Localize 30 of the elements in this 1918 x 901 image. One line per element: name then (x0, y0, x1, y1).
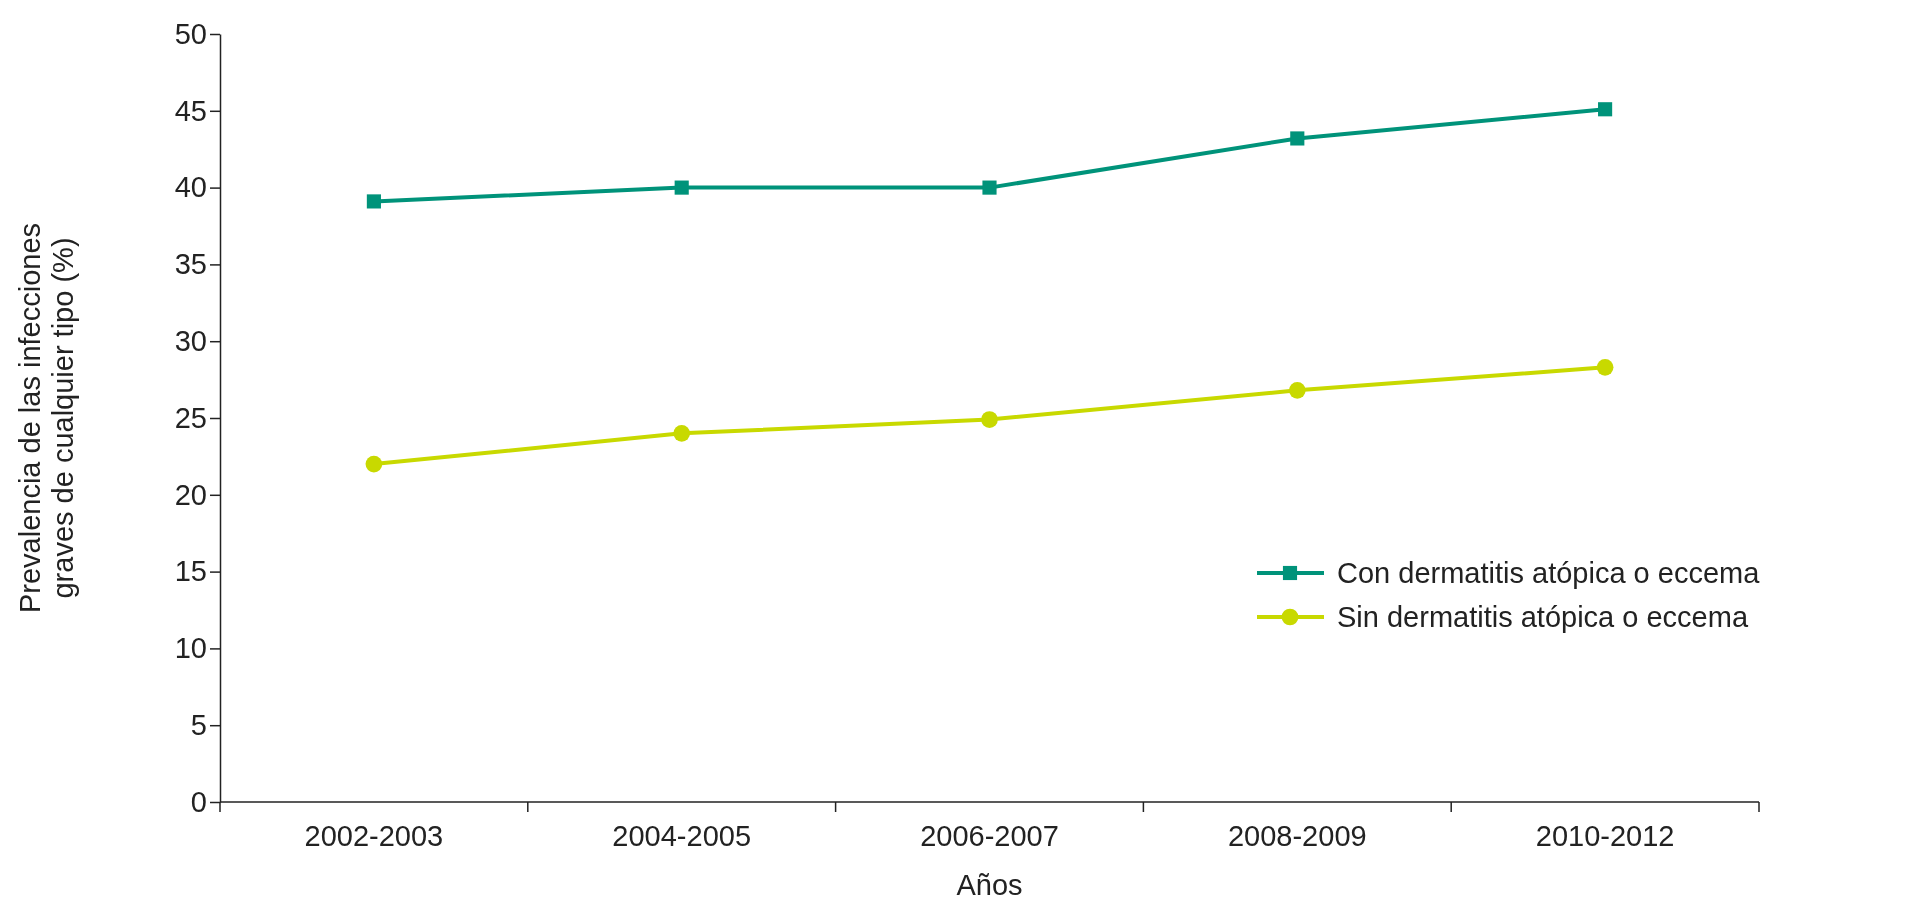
y-tick-label: 35 (174, 248, 207, 281)
y-tick-label: 25 (174, 401, 207, 434)
point (673, 425, 691, 442)
legend-label: Sin dermatitis atópica o eccema (1337, 601, 1749, 633)
x-tick-label: 2004-2005 (612, 820, 752, 852)
y-tick-label: 50 (174, 17, 207, 50)
x-axis-title: Años (956, 869, 1023, 901)
y-tick-label: 10 (174, 632, 207, 665)
y-tick-label: 0 (190, 785, 207, 818)
point (1598, 102, 1613, 117)
legend-label: Con dermatitis atópica o eccema (1337, 557, 1761, 589)
y-tick-label: 30 (174, 324, 207, 357)
x-tick-label: 2008-2009 (1227, 820, 1367, 852)
y-tick-label: 5 (190, 708, 207, 741)
x-tick-label: 2002-2003 (304, 820, 444, 852)
point (365, 455, 383, 473)
y-tick-label: 40 (174, 171, 207, 204)
point (1288, 382, 1306, 399)
y-axis-title: Prevalencia de las infecciones graves de cualquier tipo (%) (14, 222, 79, 614)
point (1290, 131, 1305, 146)
point (981, 411, 998, 428)
x-tick-label: 2010-2012 (1535, 820, 1675, 852)
point (982, 180, 997, 195)
point (366, 194, 381, 209)
y-tick-label: 45 (174, 94, 207, 127)
y-tick-label: 15 (174, 555, 207, 588)
point (674, 180, 689, 195)
x-tick-label: 2006-2007 (920, 820, 1059, 852)
point (1596, 358, 1614, 376)
y-tick-label: 20 (174, 478, 207, 511)
